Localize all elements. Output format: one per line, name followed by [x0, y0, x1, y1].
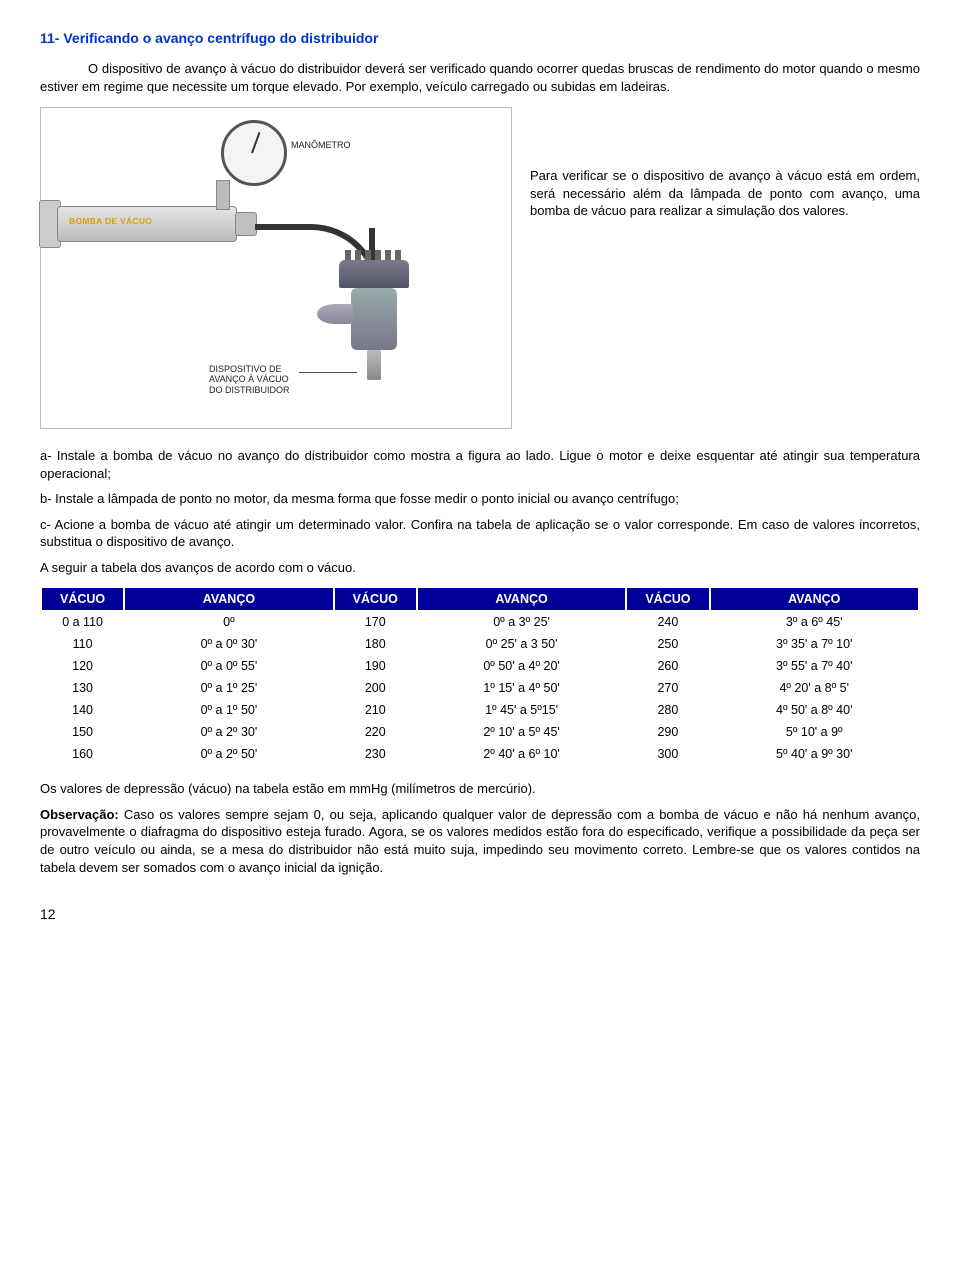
table-cell: 160 — [42, 744, 123, 764]
table-cell: 0º a 0º 55' — [125, 656, 332, 676]
step-a: a- Instale a bomba de vácuo no avanço do… — [40, 447, 920, 482]
table-footnote: Os valores de depressão (vácuo) na tabel… — [40, 780, 920, 798]
table-cell: 130 — [42, 678, 123, 698]
vacuum-advance-unit — [317, 304, 353, 324]
table-cell: 0º — [125, 612, 332, 632]
table-cell: 3º 35' a 7º 10' — [711, 634, 919, 654]
table-cell: 0º a 1º 25' — [125, 678, 332, 698]
table-cell: 220 — [335, 722, 416, 742]
table-cell: 110 — [42, 634, 123, 654]
table-cell: 210 — [335, 700, 416, 720]
distributor-body — [351, 288, 397, 350]
dist-label-line2: AVANÇO À VÁCUO — [209, 374, 289, 384]
table-cell: 150 — [42, 722, 123, 742]
table-row: 1400º a 1º 50'2101º 45' a 5º15'2804º 50'… — [42, 700, 918, 720]
table-header: AVANÇO — [418, 588, 625, 610]
table-cell: 170 — [335, 612, 416, 632]
distributor-shaft — [367, 350, 381, 380]
table-cell: 5º 10' a 9º — [711, 722, 919, 742]
table-cell: 230 — [335, 744, 416, 764]
pump-tip — [235, 212, 257, 236]
table-row: 0 a 1100º1700º a 3º 25'2403º a 6º 45' — [42, 612, 918, 632]
table-cell: 120 — [42, 656, 123, 676]
table-cell: 0º a 0º 30' — [125, 634, 332, 654]
section-title: 11- Verificando o avanço centrífugo do d… — [40, 30, 920, 46]
observation-paragraph: Observação: Caso os valores sempre sejam… — [40, 806, 920, 876]
table-cell: 290 — [627, 722, 708, 742]
table-header: AVANÇO — [125, 588, 332, 610]
observation-text: Caso os valores sempre sejam 0, ou seja,… — [40, 807, 920, 875]
step-b: b- Instale a lâmpada de ponto no motor, … — [40, 490, 920, 508]
table-header: VÁCUO — [335, 588, 416, 610]
table-header: AVANÇO — [711, 588, 919, 610]
table-cell: 0º a 3º 25' — [418, 612, 625, 632]
table-cell: 5º 40' a 9º 30' — [711, 744, 919, 764]
table-row: 1500º a 2º 30'2202º 10' a 5º 45'2905º 10… — [42, 722, 918, 742]
distributor-cap — [339, 260, 409, 288]
table-row: 1600º a 2º 50'2302º 40' a 6º 10'3005º 40… — [42, 744, 918, 764]
leader-line — [299, 372, 357, 373]
table-row: 1200º a 0º 55'1900º 50' a 4º 20'2603º 55… — [42, 656, 918, 676]
table-cell: 190 — [335, 656, 416, 676]
pump-stand — [216, 180, 230, 210]
table-cell: 240 — [627, 612, 708, 632]
table-cell: 180 — [335, 634, 416, 654]
table-header: VÁCUO — [627, 588, 708, 610]
table-cell: 1º 15' a 4º 50' — [418, 678, 625, 698]
table-cell: 1º 45' a 5º15' — [418, 700, 625, 720]
table-cell: 2º 40' a 6º 10' — [418, 744, 625, 764]
table-cell: 140 — [42, 700, 123, 720]
gauge-icon — [221, 120, 287, 186]
figure-diagram: MANÔMETRO BOMBA DE VÁCUO DISPOSITIVO DE … — [40, 107, 512, 429]
table-cell: 0º a 2º 50' — [125, 744, 332, 764]
table-cell: 300 — [627, 744, 708, 764]
table-cell: 4º 20' a 8º 5' — [711, 678, 919, 698]
intro-paragraph: O dispositivo de avanço à vácuo do distr… — [40, 60, 920, 95]
table-cell: 0º 25' a 3 50' — [418, 634, 625, 654]
observation-label: Observação: — [40, 807, 119, 822]
table-header: VÁCUO — [42, 588, 123, 610]
table-row: 1100º a 0º 30'1800º 25' a 3 50'2503º 35'… — [42, 634, 918, 654]
table-cell: 0º a 2º 30' — [125, 722, 332, 742]
table-cell: 4º 50' a 8º 40' — [711, 700, 919, 720]
dist-label-line1: DISPOSITIVO DE — [209, 364, 282, 374]
table-cell: 200 — [335, 678, 416, 698]
table-row: 1300º a 1º 25'2001º 15' a 4º 50'2704º 20… — [42, 678, 918, 698]
table-cell: 2º 10' a 5º 45' — [418, 722, 625, 742]
pump-label: BOMBA DE VÁCUO — [69, 216, 152, 226]
step-c-followup: A seguir a tabela dos avanços de acordo … — [40, 559, 920, 577]
vacuum-advance-table: VÁCUOAVANÇOVÁCUOAVANÇOVÁCUOAVANÇO 0 a 11… — [40, 586, 920, 766]
table-cell: 3º a 6º 45' — [711, 612, 919, 632]
table-cell: 0 a 110 — [42, 612, 123, 632]
figure-row: MANÔMETRO BOMBA DE VÁCUO DISPOSITIVO DE … — [40, 107, 920, 429]
figure-side-text: Para verificar se o dispositivo de avanç… — [512, 107, 920, 220]
table-cell: 250 — [627, 634, 708, 654]
table-cell: 260 — [627, 656, 708, 676]
dist-label-line3: DO DISTRIBUIDOR — [209, 385, 290, 395]
table-cell: 3º 55' a 7º 40' — [711, 656, 919, 676]
gauge-label: MANÔMETRO — [291, 140, 351, 150]
table-cell: 0º 50' a 4º 20' — [418, 656, 625, 676]
table-cell: 280 — [627, 700, 708, 720]
distributor-label: DISPOSITIVO DE AVANÇO À VÁCUO DO DISTRIB… — [209, 364, 290, 395]
table-cell: 0º a 1º 50' — [125, 700, 332, 720]
table-cell: 270 — [627, 678, 708, 698]
page-number: 12 — [40, 906, 920, 922]
step-c: c- Acione a bomba de vácuo até atingir u… — [40, 516, 920, 551]
